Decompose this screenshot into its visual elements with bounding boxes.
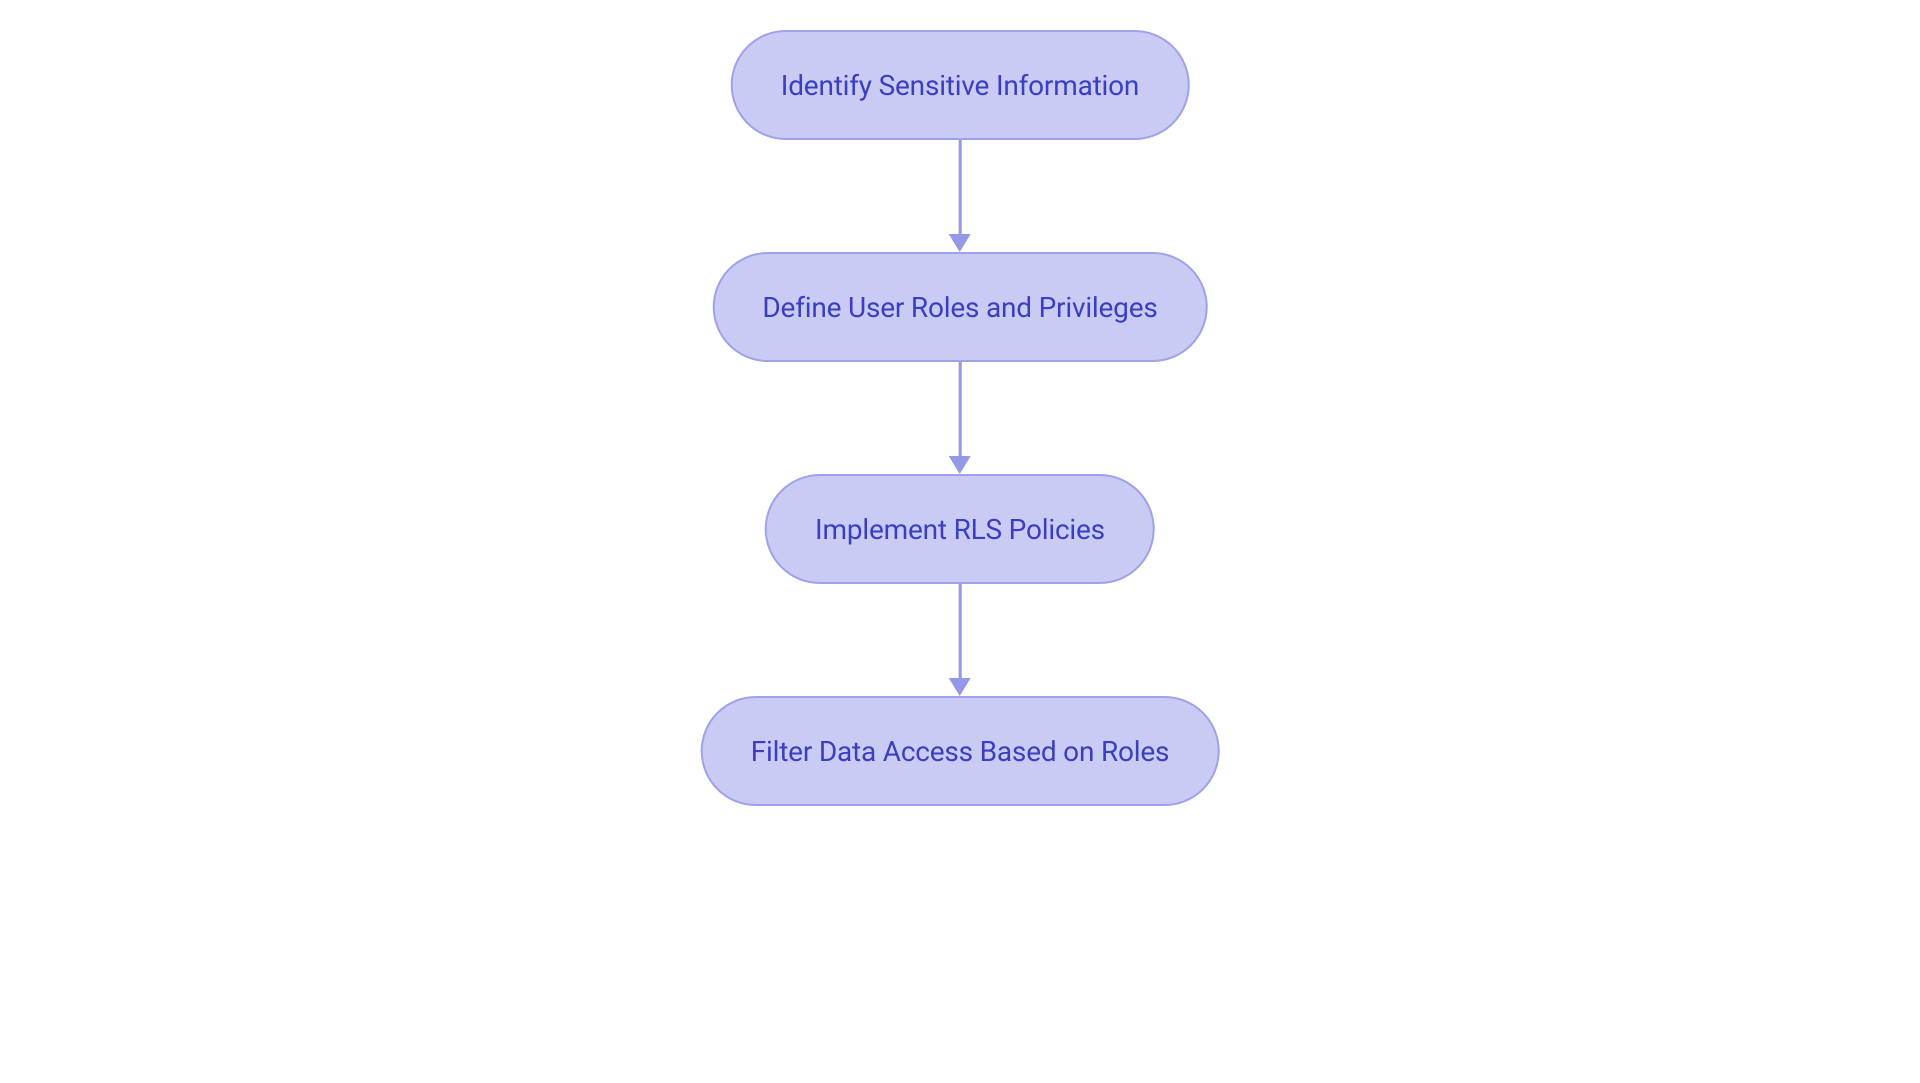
- flow-arrow: [949, 140, 971, 252]
- arrow-line: [958, 362, 961, 456]
- flow-node-identify: Identify Sensitive Information: [731, 30, 1189, 140]
- flowchart-container: Identify Sensitive Information Define Us…: [701, 30, 1220, 806]
- flow-node-label: Define User Roles and Privileges: [762, 291, 1157, 324]
- flow-node-label: Filter Data Access Based on Roles: [751, 735, 1170, 768]
- arrow-head-icon: [949, 234, 971, 252]
- arrow-line: [958, 584, 961, 678]
- flow-node-filter-data: Filter Data Access Based on Roles: [701, 696, 1220, 806]
- flow-node-implement-rls: Implement RLS Policies: [765, 474, 1155, 584]
- flow-node-define-roles: Define User Roles and Privileges: [712, 252, 1207, 362]
- flow-node-label: Implement RLS Policies: [815, 513, 1105, 546]
- arrow-line: [958, 140, 961, 234]
- arrow-head-icon: [949, 678, 971, 696]
- arrow-head-icon: [949, 456, 971, 474]
- flow-arrow: [949, 362, 971, 474]
- flow-node-label: Identify Sensitive Information: [781, 69, 1139, 102]
- flow-arrow: [949, 584, 971, 696]
